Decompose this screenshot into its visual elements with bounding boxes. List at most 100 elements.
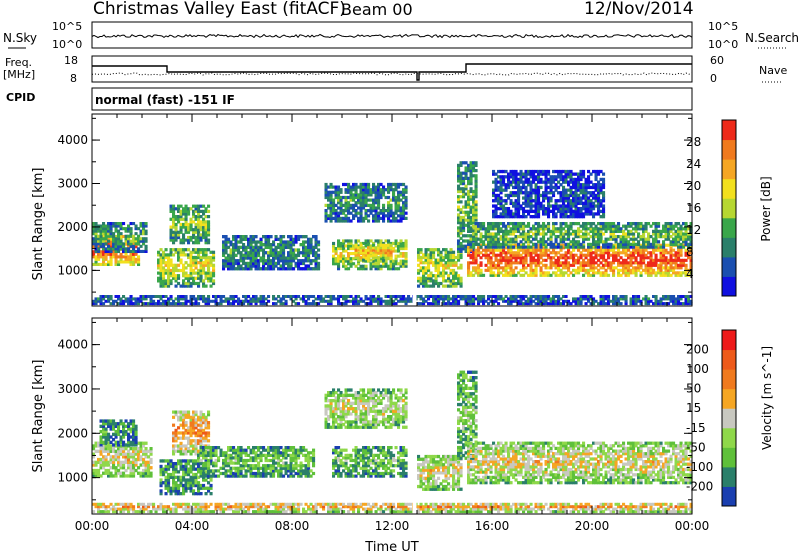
heatmap-cell — [689, 224, 693, 228]
heatmap-cell — [657, 263, 661, 267]
heatmap-cell — [544, 266, 548, 270]
heatmap-cell — [119, 224, 123, 228]
heatmap-cell — [397, 193, 401, 197]
heatmap-cell — [592, 256, 596, 260]
heatmap-cell — [579, 229, 583, 233]
heatmap-cell — [589, 263, 593, 267]
heatmap-cell — [499, 235, 503, 239]
heatmap-cell — [564, 193, 568, 198]
heatmap-cell — [509, 302, 513, 306]
heatmap-cell — [517, 201, 521, 205]
heatmap-cell — [222, 243, 226, 247]
heatmap-cell — [249, 245, 253, 249]
heatmap-cell — [487, 266, 491, 270]
nave-label: Nave — [759, 64, 787, 77]
heatmap-cell — [642, 227, 646, 231]
heatmap-cell — [609, 266, 613, 270]
heatmap-cell — [549, 258, 553, 262]
heatmap-cell — [202, 279, 206, 283]
heatmap-cell — [527, 229, 531, 233]
heatmap-cell — [164, 263, 168, 267]
heatmap-cell — [157, 279, 161, 283]
heatmap-cell — [112, 247, 116, 251]
heatmap-cell — [602, 193, 606, 198]
heatmap-cell — [487, 229, 491, 233]
heatmap-cell — [144, 297, 148, 301]
heatmap-cell — [162, 261, 166, 265]
heatmap-cell — [574, 180, 578, 184]
heatmap-cell — [634, 246, 638, 250]
heatmap-cell — [464, 249, 468, 253]
heatmap-cell — [427, 248, 431, 252]
heatmap-cell — [627, 222, 631, 226]
heatmap-cell — [457, 205, 461, 209]
heatmap-cell — [587, 237, 591, 241]
heatmap-cell — [544, 227, 548, 231]
heatmap-cell — [452, 258, 456, 262]
heatmap-cell — [437, 297, 441, 301]
heatmap-cell — [497, 232, 501, 236]
heatmap-cell — [469, 229, 473, 233]
heatmap-cell — [564, 222, 568, 226]
heatmap-cell — [382, 241, 386, 245]
heatmap-cell — [109, 242, 113, 246]
heatmap-cell — [494, 273, 498, 277]
heatmap-cell — [377, 185, 381, 189]
heatmap-cell — [662, 245, 666, 249]
heatmap-cell — [279, 237, 283, 241]
heatmap-cell — [134, 257, 138, 261]
heatmap-cell — [339, 198, 343, 202]
heatmap-cell — [227, 267, 231, 271]
heatmap-cell — [462, 221, 466, 225]
heatmap-cell — [367, 241, 371, 245]
heatmap-cell — [599, 229, 603, 233]
heatmap-cell — [624, 232, 628, 236]
heatmap-cell — [559, 261, 563, 265]
heatmap-cell — [179, 302, 183, 306]
heatmap-cell — [289, 251, 293, 255]
heatmap-cell — [432, 295, 436, 298]
heatmap-cell — [577, 188, 581, 192]
heatmap-cell — [647, 297, 651, 301]
heatmap-cell — [652, 258, 656, 262]
heatmap-cell — [179, 238, 183, 242]
heatmap-cell — [619, 256, 623, 260]
heatmap-cell — [287, 235, 291, 239]
heatmap-cell — [552, 295, 556, 298]
heatmap-cell — [539, 253, 543, 257]
heatmap-cell — [392, 264, 396, 268]
heatmap-cell — [457, 218, 461, 222]
heatmap-cell — [369, 239, 373, 243]
heatmap-cell — [107, 227, 111, 231]
heatmap-cell — [167, 268, 171, 273]
heatmap-cell — [454, 261, 458, 265]
heatmap-cell — [207, 255, 211, 260]
heatmap-cell — [447, 263, 451, 267]
heatmap-cell — [542, 224, 546, 228]
heatmap-cell — [539, 266, 543, 270]
heatmap-cell — [157, 302, 161, 306]
heatmap-cell — [302, 240, 306, 244]
heatmap-cell — [259, 256, 263, 260]
heatmap-cell — [227, 297, 231, 301]
heatmap-cell — [594, 271, 598, 275]
heatmap-cell — [462, 223, 466, 227]
heatmap-cell — [384, 251, 388, 255]
heatmap-cell — [512, 232, 516, 236]
heatmap-cell — [479, 299, 483, 303]
heatmap-cell — [549, 237, 553, 241]
heatmap-cell — [649, 251, 653, 255]
heatmap-cell — [232, 259, 236, 263]
heatmap-cell — [572, 209, 576, 213]
heatmap-cell — [369, 190, 373, 194]
heatmap-cell — [532, 299, 536, 303]
heatmap-cell — [504, 261, 508, 265]
heatmap-cell — [314, 240, 318, 244]
heatmap-cell — [102, 237, 106, 241]
heatmap-cell — [397, 209, 401, 213]
heatmap-cell — [169, 209, 173, 213]
heatmap-cell — [112, 244, 116, 248]
heatmap-cell — [142, 227, 146, 231]
heatmap-cell — [634, 295, 638, 298]
heatmap-cell — [529, 253, 533, 257]
